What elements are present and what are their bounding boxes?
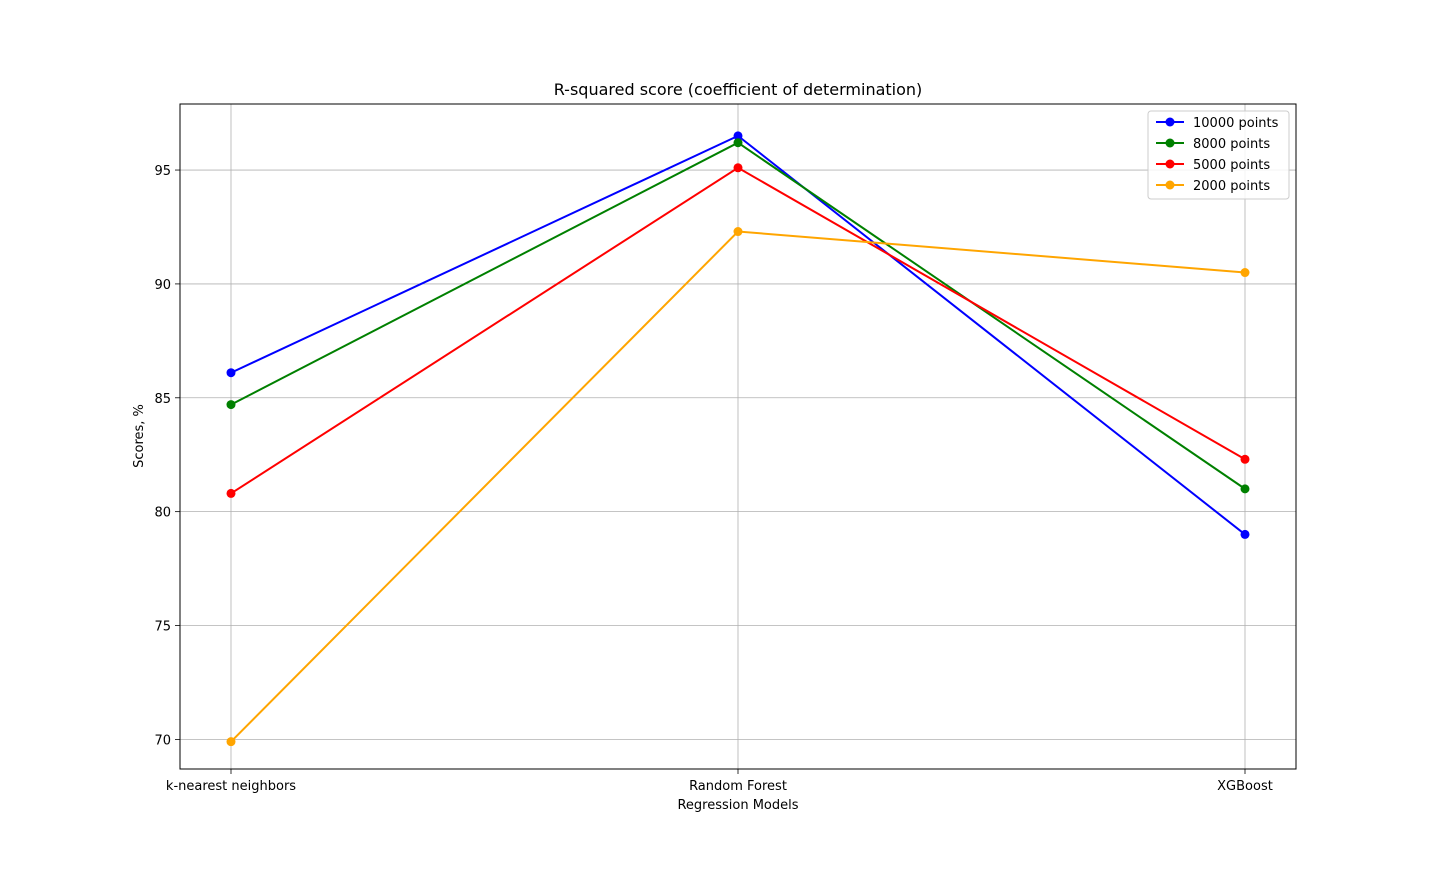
data-point bbox=[733, 131, 743, 141]
x-axis-title: Regression Models bbox=[677, 798, 798, 813]
y-tick-label: 95 bbox=[154, 164, 171, 179]
y-axis-title: Scores, % bbox=[132, 404, 147, 468]
data-point bbox=[1240, 454, 1250, 464]
data-point bbox=[1240, 529, 1250, 539]
data-point bbox=[226, 488, 236, 498]
legend-marker bbox=[1165, 180, 1175, 190]
legend-label: 5000 points bbox=[1193, 158, 1270, 173]
y-tick-label: 75 bbox=[154, 620, 171, 635]
series-layer bbox=[226, 131, 1250, 747]
data-point bbox=[1240, 268, 1250, 278]
data-point bbox=[733, 227, 743, 237]
legend-marker bbox=[1165, 138, 1175, 148]
x-tick-label: XGBoost bbox=[1217, 779, 1273, 794]
grid-lines bbox=[180, 104, 1296, 769]
y-tick-label: 70 bbox=[154, 733, 171, 748]
data-point bbox=[226, 368, 236, 378]
axis-ticks: k-nearest neighbors Random Forest XGBoost 7… bbox=[154, 164, 1272, 794]
y-tick-label: 85 bbox=[154, 392, 171, 407]
x-tick-label: k-nearest neighbors bbox=[166, 779, 296, 794]
data-point bbox=[226, 737, 236, 747]
legend-label: 2000 points bbox=[1193, 179, 1270, 194]
chart-title: R-squared score (coefficient of determin… bbox=[554, 80, 923, 99]
y-tick-label: 90 bbox=[154, 278, 171, 293]
legend-frame bbox=[1147, 110, 1290, 200]
legend: 10000 points 8000 points 5000 points 2000 p… bbox=[1147, 110, 1290, 200]
data-point bbox=[733, 163, 743, 173]
legend-marker bbox=[1165, 159, 1175, 169]
legend-label: 10000 points bbox=[1193, 116, 1279, 131]
legend-label: 8000 points bbox=[1193, 137, 1270, 152]
x-tick-label: Random Forest bbox=[689, 779, 787, 794]
legend-marker bbox=[1165, 117, 1175, 127]
y-tick-label: 80 bbox=[154, 506, 171, 521]
data-point bbox=[733, 138, 743, 148]
data-point bbox=[1240, 484, 1250, 494]
data-point bbox=[226, 400, 236, 410]
